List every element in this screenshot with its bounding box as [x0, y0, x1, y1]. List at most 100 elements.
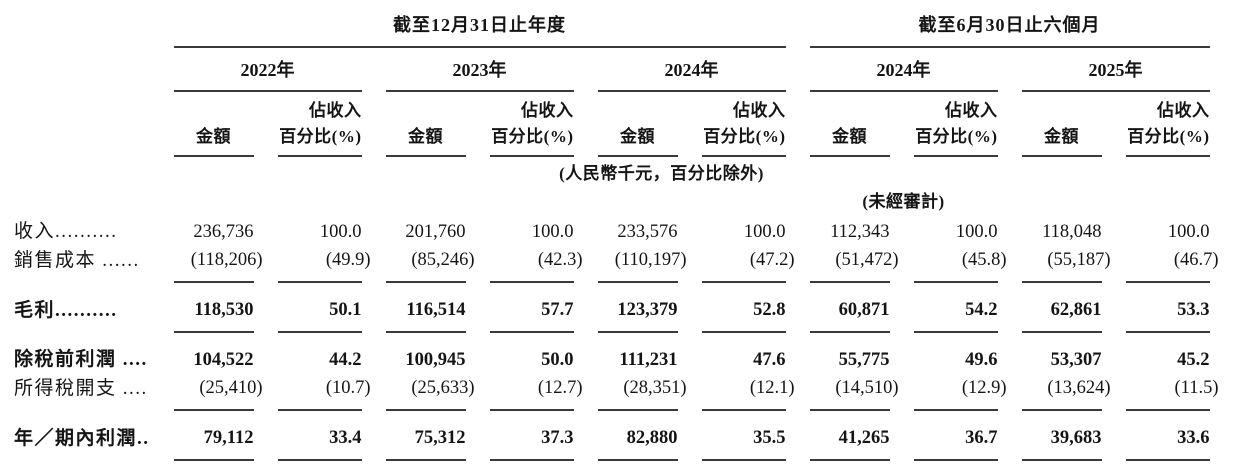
cell-value-text: 53.3: [1177, 300, 1210, 320]
cell-value-text: (45.8): [961, 250, 1007, 270]
pct-header-line1: 佔收入: [733, 101, 786, 120]
cell-value: (14,510): [809, 374, 899, 411]
cell-value: 79,112: [173, 411, 254, 461]
cell-value-text: 54.2: [965, 300, 998, 320]
cell-value: 123,379: [597, 283, 678, 333]
cell-value-text: (12.1): [749, 378, 795, 398]
cell-value-text: 50.0: [541, 350, 574, 370]
cell-value-text: 35.5: [753, 428, 786, 448]
cell-value: 44.2: [278, 333, 361, 374]
cell-value-text: (11.5): [1174, 378, 1219, 398]
cell-value-text: 104,522: [193, 350, 254, 370]
cell-value-text: 57.7: [541, 300, 574, 320]
cell-value: 100.0: [914, 216, 998, 246]
cell-value: 33.4: [277, 411, 362, 461]
table-header: 截至12月31日止年度 截至6月30日止六個月 2022年 2023年 2024…: [14, 2, 1210, 216]
cell-value: 100.0: [278, 216, 362, 246]
cell-value-text: 62,861: [1050, 300, 1102, 320]
cell-value-text: (55,187): [1047, 250, 1111, 270]
group-header-year-ended-dec31: 截至12月31日止年度: [173, 2, 786, 48]
corner-cell: [14, 48, 150, 92]
cell-value-text: 39,683: [1050, 428, 1102, 448]
cell-value: (55,187): [1021, 246, 1111, 283]
row-label: 銷售成本 ......: [14, 250, 140, 271]
amount-header-2022: 金額: [173, 92, 254, 157]
table-row-cost-of-sales: 銷售成本 ...... (118,206) (49.9) (85,246) (42.3)…: [14, 246, 1219, 283]
year-header-2024: 2024年: [597, 48, 786, 92]
cell-value-text: 37.3: [541, 428, 574, 448]
row-label: 毛利..........: [14, 300, 118, 321]
cell-value: (49.9): [277, 246, 371, 283]
cell-value-text: 118,048: [1042, 222, 1102, 242]
cell-value-text: 100.0: [955, 222, 998, 242]
cell-value-text: (10.7): [325, 378, 371, 398]
cell-value: (12.7): [489, 374, 583, 411]
cell-value: 55,775: [810, 333, 890, 374]
cell-value: 100.0: [1126, 216, 1210, 246]
cell-value-text: 236,736: [193, 222, 254, 242]
cell-value-text: (85,246): [411, 250, 475, 270]
cell-value-text: 49.6: [965, 350, 998, 370]
unaudited-note-cell: (未經審計): [810, 188, 998, 216]
cell-value: (13,624): [1021, 374, 1111, 411]
cell-value-text: 52.8: [753, 300, 786, 320]
cell-value: 118,530: [173, 283, 254, 333]
year-header-2025-interim: 2025年: [1021, 48, 1210, 92]
cell-value-text: 47.6: [753, 350, 786, 370]
cell-value-text: (14,510): [835, 378, 899, 398]
cell-value: 35.5: [701, 411, 786, 461]
cell-value-text: 36.7: [965, 428, 998, 448]
cell-value: 100.0: [490, 216, 574, 246]
cell-value-text: 79,112: [203, 428, 254, 448]
pct-header-line2: 百分比(%): [279, 127, 362, 146]
cell-value-text: 100.0: [319, 222, 362, 242]
cell-value: (25,633): [385, 374, 475, 411]
period-group-row: 截至12月31日止年度 截至6月30日止六個月: [14, 2, 1210, 48]
financial-summary-table: 截至12月31日止年度 截至6月30日止六個月 2022年 2023年 2024…: [0, 2, 1234, 461]
table-row-gross-profit: 毛利.......... 118,530 50.1 116,514 57.7 123,37…: [14, 283, 1210, 333]
cell-value: 50.1: [277, 283, 362, 333]
row-label: 年／期內利潤..: [14, 428, 150, 449]
group-header-six-months-ended-jun30: 截至6月30日止六個月: [809, 2, 1210, 48]
cell-value: 36.7: [913, 411, 998, 461]
table-row-revenue: 收入.......... 236,736 100.0 201,760 100.0 233,…: [14, 216, 1210, 246]
cell-value: 53.3: [1125, 283, 1210, 333]
cell-value-text: 116,514: [406, 300, 466, 320]
amount-header-2024-interim: 金額: [809, 92, 890, 157]
amount-header-2023: 金額: [385, 92, 466, 157]
cell-value: 37.3: [489, 411, 574, 461]
cell-value: 39,683: [1021, 411, 1102, 461]
cell-value: (10.7): [277, 374, 371, 411]
cell-value-text: 100,945: [405, 350, 466, 370]
year-row: 2022年 2023年 2024年 2024年 2025年: [14, 48, 1210, 92]
cell-value: (12.9): [913, 374, 1007, 411]
cell-value: 45.2: [1126, 333, 1209, 374]
cell-value-text: (12.7): [537, 378, 583, 398]
cell-value: (45.8): [913, 246, 1007, 283]
cell-value-text: (42.3): [537, 250, 583, 270]
row-label: 除稅前利潤 ....: [14, 349, 148, 370]
cell-value-text: 118,530: [194, 300, 254, 320]
cell-value-text: (118,206): [190, 250, 263, 270]
cell-value-text: 233,576: [617, 222, 678, 242]
cell-value-text: (25,410): [199, 378, 263, 398]
cell-value-text: (46.7): [1173, 250, 1219, 270]
cell-value-text: (28,351): [623, 378, 687, 398]
cell-value: 100,945: [386, 333, 466, 374]
cell-value: 118,048: [1022, 216, 1102, 246]
amount-header-2024: 金額: [597, 92, 678, 157]
cell-value-text: (12.9): [961, 378, 1007, 398]
amount-header-2025-interim: 金額: [1021, 92, 1102, 157]
corner-cell: [14, 2, 150, 48]
cell-value: (85,246): [385, 246, 475, 283]
table-row-income-tax-expense: 所得稅開支 .... (25,410) (10.7) (25,633) (12.7) (2…: [14, 374, 1219, 411]
empty-cell: [174, 188, 786, 216]
row-label: 所得稅開支 ....: [14, 378, 148, 399]
cell-value-text: 100.0: [531, 222, 574, 242]
cell-value-text: 53,307: [1050, 350, 1102, 370]
cell-value-text: (13,624): [1047, 378, 1111, 398]
cell-value-text: 82,880: [626, 428, 678, 448]
pct-header-line2: 百分比(%): [703, 127, 786, 146]
cell-value: (118,206): [173, 246, 263, 283]
pct-header-line1: 佔收入: [1157, 101, 1210, 120]
